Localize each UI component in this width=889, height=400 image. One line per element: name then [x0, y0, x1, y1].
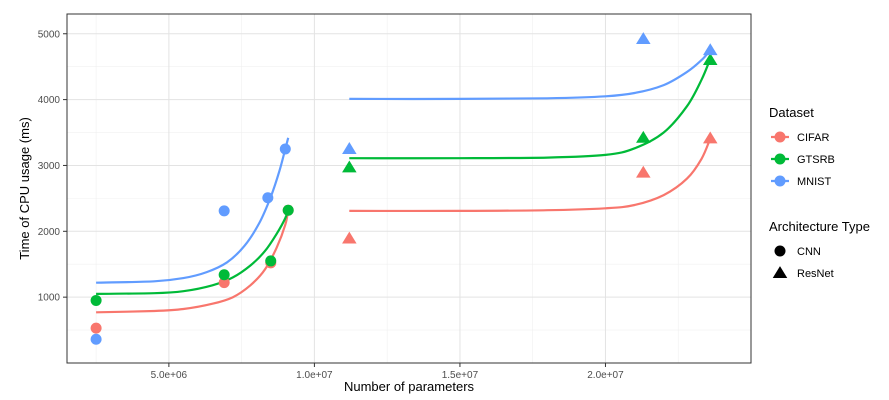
point-cnn-mnist — [262, 192, 274, 204]
legend-key-cnn-circle — [774, 245, 786, 257]
legend-architecture-title: Architecture Type — [769, 219, 870, 234]
legend-label-cnn: CNN — [797, 246, 821, 258]
point-resnet-mnist — [342, 142, 357, 154]
y-tick-label: 2000 — [38, 227, 61, 238]
legend-label-resnet: ResNet — [797, 268, 834, 280]
point-resnet-gtsrb — [342, 160, 357, 173]
y-axis-title: Time of CPU usage (ms) — [17, 117, 32, 260]
point-cnn-cifar — [218, 277, 230, 289]
legend-key-resnet-triangle — [772, 266, 788, 278]
x-tick-label: 2.0e+07 — [587, 370, 624, 381]
legend-label-gtsrb: GTSRB — [797, 154, 835, 166]
point-cnn-gtsrb — [265, 255, 277, 267]
x-tick-label: 1.5e+07 — [442, 370, 479, 381]
point-resnet-gtsrb — [702, 53, 718, 66]
x-tick-label: 5.0e+06 — [151, 370, 188, 381]
legend-dataset: Dataset CIFAR GTSRB MNIST — [769, 105, 835, 188]
fit-curve-resnet-mnist — [349, 49, 712, 101]
data-points — [90, 32, 718, 345]
fit-curve-resnet-cifar — [349, 138, 712, 213]
legend-architecture: Architecture Type CNN ResNet — [769, 219, 870, 280]
point-cnn-gtsrb — [90, 294, 102, 306]
x-axis-title: Number of parameters — [344, 379, 475, 394]
legend-dataset-title: Dataset — [769, 105, 814, 120]
fit-curves — [96, 49, 712, 314]
legend-key-point-gtsrb — [774, 153, 786, 165]
legend-key-point-mnist — [774, 175, 786, 187]
point-cnn-gtsrb — [282, 204, 294, 216]
x-tick-label: 1.0e+07 — [296, 370, 333, 381]
point-resnet-cifar — [342, 231, 357, 244]
point-cnn-mnist — [279, 143, 291, 155]
point-cnn-mnist — [218, 205, 230, 217]
y-tick-label: 5000 — [38, 29, 61, 40]
y-tick-label: 1000 — [38, 293, 61, 304]
point-cnn-cifar — [90, 322, 102, 334]
point-cnn-mnist — [90, 333, 102, 345]
point-resnet-cifar — [702, 131, 718, 144]
fit-curve-resnet-gtsrb — [349, 58, 712, 160]
fit-curve-cnn-gtsrb — [96, 209, 290, 295]
point-resnet-mnist — [702, 43, 718, 56]
point-cnn-gtsrb — [218, 269, 230, 281]
legend-label-mnist: MNIST — [797, 176, 832, 188]
y-tick-label: 4000 — [38, 95, 61, 106]
point-resnet-gtsrb — [636, 130, 651, 143]
fit-curve-cnn-cifar — [96, 209, 290, 314]
axes: 5.0e+06 1.0e+07 1.5e+07 2.0e+07 1000 2000 3000… — [38, 29, 624, 381]
legend-key-point-cifar — [774, 131, 786, 143]
point-resnet-mnist — [636, 32, 651, 44]
legend-label-cifar: CIFAR — [797, 132, 829, 144]
y-tick-label: 3000 — [38, 161, 61, 172]
fit-curve-cnn-mnist — [96, 137, 290, 284]
plot-panel-border — [66, 13, 752, 364]
point-resnet-cifar — [636, 165, 651, 178]
